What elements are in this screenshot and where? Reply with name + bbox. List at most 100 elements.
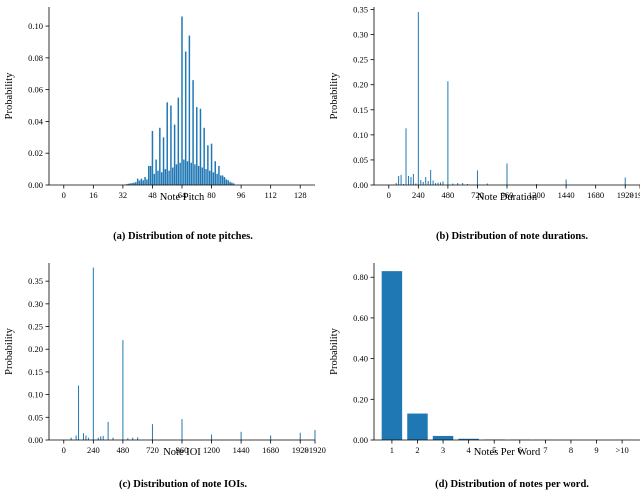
- panel-d: 0.00 0.20 0.40 0.60 0.80 1 2 3 4 5 6 7 8 9 >10 Notes Pe…: [329, 263, 640, 490]
- x-tick-label: 16: [89, 190, 98, 200]
- bar: [407, 175, 409, 185]
- bar: [205, 169, 207, 185]
- bar: [70, 437, 72, 440]
- y-tick-label: 0.05: [28, 412, 43, 422]
- bar: [425, 176, 427, 185]
- panel-caption: (d) Distribution of notes per word.: [435, 479, 589, 490]
- bar: [415, 183, 417, 185]
- bar: [442, 181, 444, 185]
- x-tick-label: 1680: [587, 190, 604, 200]
- bar: [216, 173, 218, 185]
- bar: [196, 107, 198, 185]
- bar: [190, 162, 192, 185]
- bar: [107, 421, 109, 440]
- y-tick-label: 0.10: [353, 130, 368, 140]
- x-tick-label: 1200: [528, 190, 545, 200]
- x-tick-label: 1920: [617, 190, 634, 200]
- bar: [462, 182, 464, 185]
- y-tick-label: 0.20: [353, 80, 368, 90]
- bar: [381, 271, 403, 440]
- x-tick-label: 112: [264, 190, 276, 200]
- x-tick-label: 1200: [203, 445, 220, 455]
- bar: [218, 165, 220, 185]
- bar: [452, 183, 454, 185]
- y-tick-label: 0.00: [28, 180, 43, 190]
- y-tick-label: 0.00: [353, 435, 368, 445]
- bar: [270, 435, 272, 440]
- x-tick-label: 480: [117, 445, 130, 455]
- bar: [186, 161, 189, 185]
- y-tick-label: 0.25: [353, 55, 368, 65]
- bar: [417, 12, 419, 186]
- x-tick-label: 720: [471, 190, 484, 200]
- bar: [151, 424, 153, 440]
- y-tick-label: 0.35: [353, 5, 368, 15]
- bar: [212, 172, 215, 185]
- bar: [159, 127, 161, 185]
- bar: [403, 183, 405, 185]
- bar: [192, 80, 194, 185]
- bar: [197, 165, 200, 185]
- bar: [184, 51, 187, 185]
- panel-caption: (b) Distribution of note durations.: [436, 231, 588, 242]
- bar: [168, 170, 170, 185]
- bar: [157, 170, 159, 185]
- x-tick-label: >1920: [304, 445, 326, 455]
- panel-c: 0.00 0.05 0.10 0.15 0.20 0.25 0.30 0.35 0 240 480 7…: [4, 263, 326, 490]
- y-tick-label: 0.10: [28, 21, 43, 31]
- y-tick-label: 0.05: [353, 155, 368, 165]
- bar: [160, 172, 163, 185]
- x-tick-label: 128: [294, 190, 307, 200]
- bar: [151, 130, 154, 185]
- bar: [127, 438, 129, 440]
- bar: [102, 435, 104, 440]
- x-tick-label: 0: [387, 190, 391, 200]
- bar: [210, 143, 213, 185]
- bar: [405, 128, 407, 185]
- bar: [194, 164, 196, 185]
- x-tick-label: 80: [207, 190, 216, 200]
- x-axis-label: Note IOI: [163, 447, 201, 458]
- y-tick-label: 0.60: [353, 313, 368, 323]
- bar: [166, 102, 168, 185]
- x-tick-label: 240: [87, 445, 100, 455]
- bar: [422, 181, 424, 185]
- bar: [214, 161, 216, 185]
- x-tick-label: 1920: [292, 445, 309, 455]
- bar: [144, 177, 146, 185]
- bar: [170, 105, 172, 185]
- y-tick-label: 0.20: [353, 394, 368, 404]
- bar: [203, 127, 205, 185]
- bar: [506, 163, 508, 185]
- x-tick-label: 1680: [262, 445, 279, 455]
- y-tick-label: 0.20: [28, 344, 43, 354]
- bar: [400, 174, 402, 185]
- bar: [440, 182, 441, 185]
- bar: [155, 159, 157, 185]
- bar: [211, 434, 213, 440]
- bar: [175, 164, 178, 185]
- bar: [420, 179, 422, 185]
- x-tick-label: 1440: [558, 190, 575, 200]
- bar: [208, 170, 211, 185]
- bar: [179, 162, 181, 185]
- bar: [162, 137, 165, 185]
- bar: [398, 175, 400, 185]
- bar: [229, 181, 231, 185]
- y-tick-label: 0.10: [28, 390, 43, 400]
- bar: [536, 183, 538, 185]
- y-tick-label: 0.04: [28, 116, 44, 126]
- bar: [82, 433, 84, 440]
- bar: [75, 435, 77, 440]
- bar: [131, 183, 133, 185]
- y-tick-label: 0.06: [28, 85, 43, 95]
- bar: [223, 177, 226, 185]
- x-tick-label: 3: [441, 445, 445, 455]
- bar: [132, 437, 134, 440]
- y-tick-label: 0.08: [28, 53, 43, 63]
- x-tick-label: 720: [146, 445, 159, 455]
- y-axis-label: Probability: [329, 72, 340, 119]
- bar: [395, 182, 397, 185]
- y-tick-label: 0.02: [28, 148, 43, 158]
- bar: [140, 178, 143, 185]
